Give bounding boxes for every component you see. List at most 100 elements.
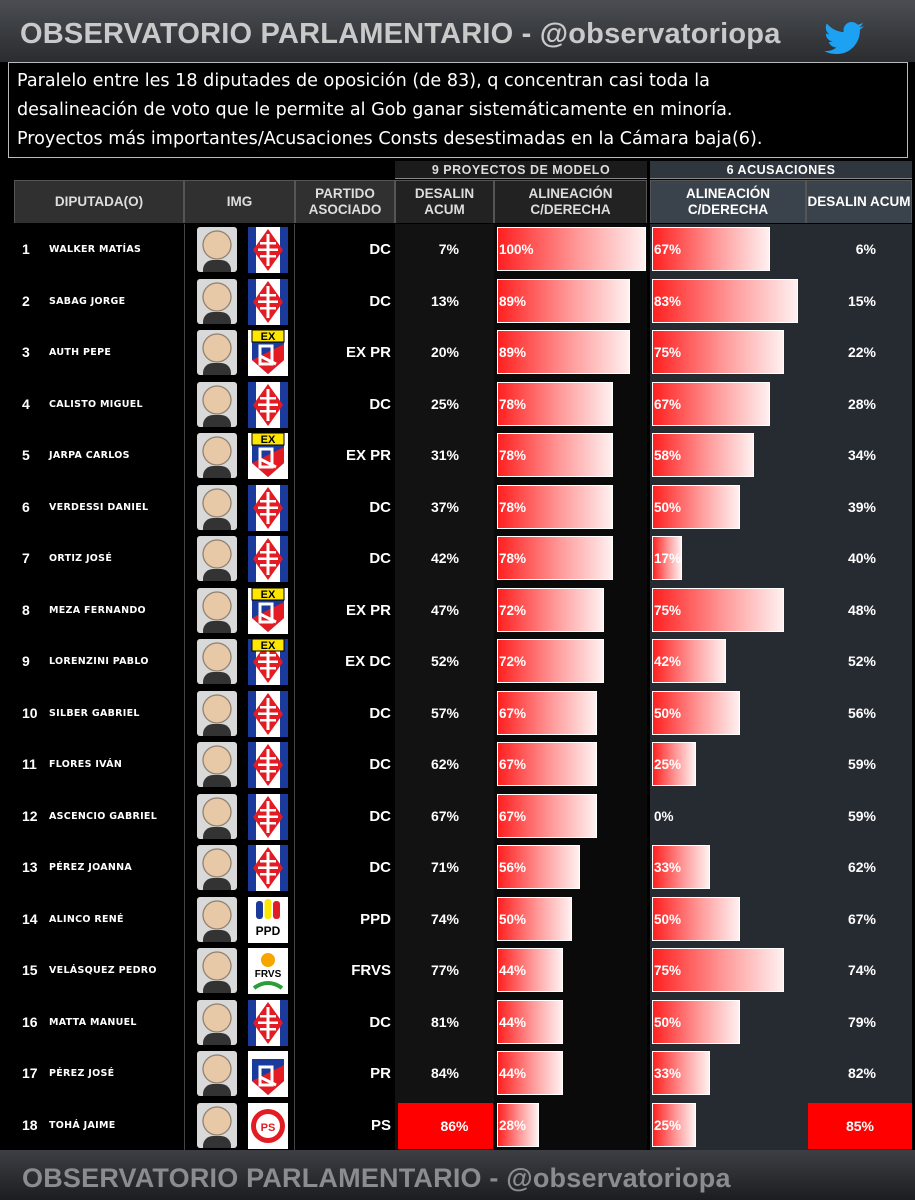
desalin-acusaciones-value: 52% [847, 653, 876, 669]
party-label: DC [369, 498, 391, 516]
alin-proyectos-bar [497, 1102, 539, 1147]
party-label: PPD [360, 910, 391, 928]
alin-proyectos-label: 78% [499, 396, 527, 412]
deputy-photo [197, 536, 237, 581]
party-label: DC [369, 550, 391, 567]
row-number: 3 [22, 344, 30, 360]
frvs-logo-icon: FRVS [248, 948, 288, 994]
desalin-proyectos-value: 13% [430, 292, 459, 309]
dc-logo-icon [248, 381, 288, 428]
desalin-proyectos-value: 47% [430, 601, 459, 618]
party-label: FRVS [351, 962, 391, 979]
desalin-proyectos-value: 52% [430, 653, 459, 669]
description-box: Paralelo entre les 18 diputades de oposi… [8, 62, 908, 158]
alin-acusaciones-label: 50% [654, 1014, 682, 1030]
table-row: 16 Matta Manuel DC 81% 44% 50% 79% [0, 997, 915, 1049]
column-header-diputado: DIPUTADA(O) [14, 180, 184, 223]
alin-proyectos-label: 72% [499, 602, 527, 618]
alin-proyectos-bar [497, 999, 563, 1044]
party-label: DC [369, 859, 391, 876]
desalin-proyectos-value: 62% [430, 756, 459, 772]
column-bg [806, 224, 912, 1150]
alin-proyectos-label: 28% [499, 1117, 527, 1133]
row-number: 13 [22, 859, 38, 875]
alin-acusaciones-bar [652, 896, 740, 941]
party-label: DC [369, 1013, 391, 1031]
desalin-proyectos-value: 77% [430, 962, 459, 978]
group-header-proyectos: 9 PROYECTOS DE MODELO [395, 161, 647, 179]
alin-acusaciones-bar [652, 227, 770, 271]
deputy-photo [197, 948, 237, 993]
party-label: PR [370, 1065, 391, 1082]
alin-proyectos-label: 56% [499, 860, 527, 875]
desalin-proyectos-value: 37% [430, 498, 459, 515]
row-number: 6 [22, 498, 30, 515]
column-header-alin-acusaciones: ALINEACIÓN C/DERECHA [650, 180, 806, 223]
alin-acusaciones-label: 50% [654, 705, 682, 721]
dc-logo-icon [248, 278, 288, 325]
twitter-bird-icon [824, 22, 864, 54]
deputy-photo [197, 896, 237, 942]
photo-suit [203, 1135, 231, 1148]
photo-suit [203, 311, 231, 324]
photo-suit [203, 826, 231, 839]
alin-acusaciones-bar [652, 639, 726, 683]
photo-suit [203, 775, 231, 787]
alin-proyectos-label: 67% [499, 757, 527, 772]
alin-acusaciones-label: 67% [654, 242, 682, 257]
alin-proyectos-label: 72% [499, 654, 527, 669]
deputy-photo [197, 639, 237, 684]
party-label: EX PR [345, 601, 391, 619]
alin-acusaciones-bar [652, 742, 696, 786]
alin-proyectos-bar [497, 484, 614, 529]
header-banner: OBSERVATORIO PARLAMENTARIO - @observator… [0, 0, 915, 62]
deputy-photo [197, 742, 237, 787]
photo-suit [203, 1032, 231, 1045]
table-row: 6 Verdessi Daniel DC 37% 78% 50% 39% [0, 482, 915, 534]
photo-suit [203, 878, 231, 890]
desalin-acusaciones-value: 15% [847, 292, 876, 309]
photo-suit [203, 929, 231, 942]
dc-logo-icon [248, 227, 288, 273]
row-number: 16 [22, 1013, 38, 1030]
desalin-proyectos-value: 42% [430, 550, 459, 566]
description-line: desalineación de voto que le permite al … [17, 100, 733, 120]
party-label: DC [369, 241, 391, 258]
header-title: OBSERVATORIO PARLAMENTARIO - @observator… [20, 18, 781, 50]
deputy-photo [197, 845, 237, 890]
column-header-img: IMG [184, 180, 295, 223]
party-label: EX DC [345, 653, 391, 670]
deputy-name: Lorenzini Pablo [49, 656, 149, 667]
alin-acusaciones-bar [652, 1102, 696, 1147]
pr-logo-icon [248, 1051, 288, 1097]
dc-logo-icon [248, 845, 288, 891]
dc-logo-icon [248, 536, 288, 582]
desalin-proyectos-value: 25% [430, 395, 459, 412]
desalin-acusaciones-value: 22% [847, 344, 876, 360]
alin-acusaciones-label: 25% [654, 1117, 682, 1133]
alin-acusaciones-bar [652, 1051, 711, 1095]
column-header-partido: PARTIDO ASOCIADO [295, 180, 395, 223]
ppd-logo-icon: PPD [248, 896, 288, 943]
deputy-name: Meza Fernando [49, 604, 146, 616]
alin-proyectos-label: 89% [499, 293, 527, 309]
row-number: 2 [22, 292, 30, 309]
alin-acusaciones-bar [652, 433, 755, 477]
alin-acusaciones-bar [652, 845, 711, 889]
ex-dc-logo-icon: EX [248, 639, 288, 685]
dc-logo-icon [248, 690, 288, 737]
svg-text:PPD: PPD [256, 924, 281, 938]
alin-proyectos-bar [497, 948, 563, 992]
description-line: Paralelo entre les 18 diputades de oposi… [17, 71, 710, 91]
svg-text:PS: PS [261, 1122, 276, 1134]
row-number: 7 [22, 550, 30, 566]
alin-proyectos-label: 67% [499, 808, 527, 824]
alin-proyectos-bar [497, 793, 597, 838]
alin-acusaciones-label: 83% [654, 293, 682, 309]
alin-proyectos-bar [497, 896, 572, 941]
alin-proyectos-bar [497, 381, 614, 426]
svg-text:EX: EX [261, 640, 276, 652]
table-row: 13 Pérez Joanna DC 71% 56% 33% 62% [0, 842, 915, 894]
alin-acusaciones-bar [652, 587, 784, 632]
deputy-name: Walker Matías [49, 244, 142, 255]
